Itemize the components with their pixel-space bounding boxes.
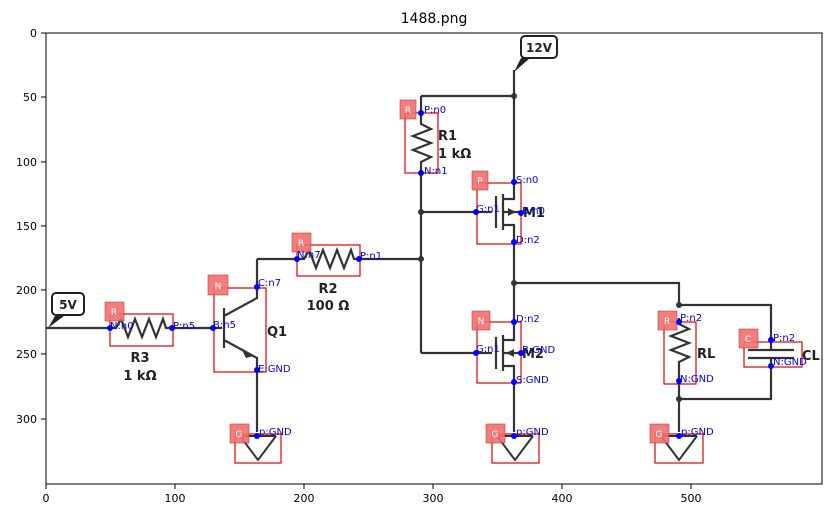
svg-text:R3: R3 [130,351,149,366]
pin-label: B:n5 [213,320,236,331]
x-axis: 0 100 200 300 400 500 [43,484,702,505]
pin-label: P:n5 [173,321,195,332]
supply-12v: 12V [514,35,558,72]
svg-text:M1: M1 [523,206,545,221]
ground-1: G [229,423,282,464]
pin-label: N:GND [680,374,714,385]
pin-labels: P:n0 N:n1 S:n0 G:n1 B:n0 D:n2 N:n7 P:n1 … [107,105,807,439]
pin-label: p:GND [516,427,549,438]
y-tick-label: 200 [16,284,37,297]
svg-text:CL: CL [802,349,820,364]
pin-label: E:GND [258,364,291,375]
pin-label: B:n0 [522,206,545,217]
svg-text:1 kΩ: 1 kΩ [438,147,471,162]
svg-text:R2: R2 [318,282,337,297]
resistor-r3: R R3 1 kΩ [104,301,174,384]
pin-label: D:n2 [516,314,540,325]
svg-text:Q1: Q1 [267,325,287,340]
pmos-m1: P M1 [471,170,545,245]
x-tick-label: 400 [552,492,573,505]
svg-text:RL: RL [697,347,715,362]
svg-text:G: G [236,430,243,440]
svg-text:C: C [745,335,751,345]
pin-label: N:n1 [424,166,448,177]
capacitor-cl: C CL [738,328,820,368]
x-tick-label: 0 [43,492,50,505]
pin-label: P:n2 [680,313,702,324]
y-tick-label: 250 [16,348,37,361]
ground-3: G [649,423,704,464]
pin-label: P:n2 [773,333,795,344]
pin-label: p:GND [259,427,292,438]
x-tick-label: 300 [423,492,444,505]
pin-label: G:n1 [476,204,500,215]
pin-label: B:GND [522,345,555,356]
svg-text:G: G [656,430,663,440]
svg-text:R1: R1 [438,129,457,144]
svg-text:1 kΩ: 1 kΩ [123,369,156,384]
wire-junctions [418,93,682,402]
pin-label: P:n0 [424,105,446,116]
svg-text:M2: M2 [522,347,544,362]
pin-label: N:n0 [110,321,134,332]
x-tick-label: 500 [681,492,702,505]
pin-label: S:GND [516,375,549,386]
svg-text:N: N [215,282,222,292]
plot-frame [45,32,823,485]
svg-text:P: P [477,177,483,187]
svg-text:R: R [405,106,411,116]
svg-text:R: R [111,308,117,318]
figure-title: 1488.png [401,11,468,27]
svg-text:100 Ω: 100 Ω [307,299,350,314]
y-tick-label: 50 [23,91,37,104]
resistor-rl: R RL [657,310,715,385]
pin-label: C:n7 [258,278,281,289]
resistor-r1: R R1 1 kΩ [399,99,471,174]
pin-label: D:n2 [516,235,540,246]
pin-label: S:n0 [516,175,538,186]
svg-text:R: R [664,317,670,327]
x-tick-label: 100 [165,492,186,505]
pin-label: N:GND [773,357,807,368]
pin-label: N:n7 [297,250,321,261]
y-tick-label: 150 [16,220,37,233]
svg-text:N: N [478,317,485,327]
svg-text:12V: 12V [526,41,553,55]
y-tick-label: 300 [16,413,37,426]
svg-text:5V: 5V [59,298,77,312]
x-tick-label: 200 [294,492,315,505]
svg-text:R: R [298,239,304,249]
pin-label: P:n1 [360,251,382,262]
supply-5v: 5V [48,292,85,328]
y-tick-label: 0 [30,27,37,40]
y-tick-label: 100 [16,156,37,169]
pin-label: p:GND [681,427,714,438]
svg-text:G: G [492,430,499,440]
pin-label: G:n1 [476,344,500,355]
y-axis: 0 50 100 150 200 250 300 [16,27,46,426]
